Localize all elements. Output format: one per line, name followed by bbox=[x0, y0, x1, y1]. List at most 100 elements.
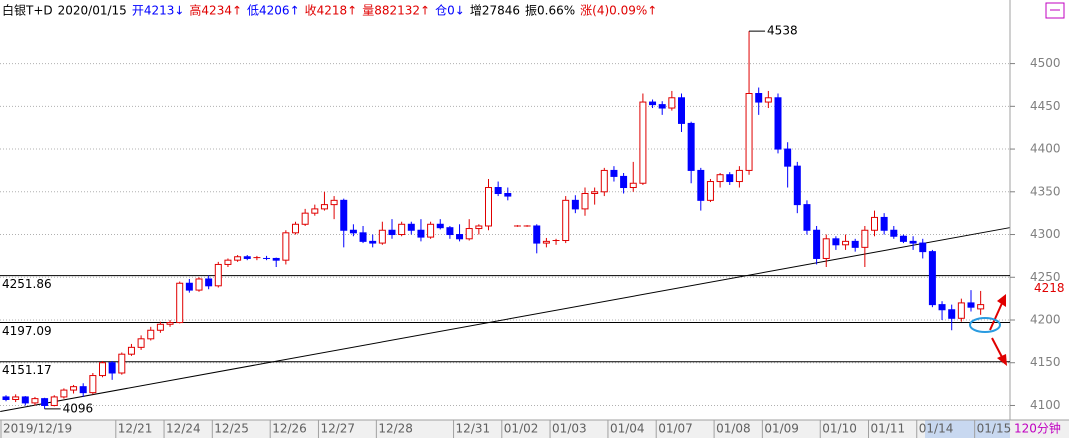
y-tick-label: 4100 bbox=[1030, 398, 1061, 412]
candle-body bbox=[822, 238, 830, 259]
candle-body bbox=[706, 181, 714, 201]
header-item: 振0.66% bbox=[525, 4, 575, 18]
candle-body bbox=[31, 398, 39, 404]
candle-body bbox=[485, 187, 492, 227]
header-item: 涨(4)0.09%↑ bbox=[580, 3, 657, 18]
candle-body bbox=[185, 282, 193, 291]
candle-body bbox=[899, 235, 907, 242]
x-tick-label: 01/03 bbox=[552, 422, 587, 436]
candle-body bbox=[658, 104, 666, 109]
candle-body bbox=[610, 169, 618, 177]
candle-body bbox=[79, 386, 87, 394]
candle-body bbox=[871, 216, 878, 231]
x-tick-label: 12/28 bbox=[378, 422, 413, 436]
candle-body bbox=[118, 353, 126, 374]
x-tick-label: 01/10 bbox=[822, 422, 857, 436]
arrow-head bbox=[997, 354, 1007, 366]
candle-body bbox=[735, 169, 743, 183]
candle-body bbox=[948, 309, 956, 319]
candle-body bbox=[774, 97, 782, 150]
y-tick-label: 4150 bbox=[1030, 355, 1061, 369]
candle-body bbox=[2, 396, 10, 400]
candle-body bbox=[851, 240, 859, 248]
candle-body bbox=[272, 257, 280, 261]
candle-body bbox=[600, 169, 608, 193]
candle-body bbox=[793, 165, 801, 206]
candle-body bbox=[542, 240, 550, 244]
candle-body bbox=[176, 282, 184, 324]
header: 白银T+D 2020/01/15 开4213↓ 高4234↑ 低4206↑ 收4218↑ 量… bbox=[2, 3, 657, 18]
candle-body bbox=[205, 278, 213, 287]
candle-body bbox=[21, 396, 29, 404]
x-tick-label: 01/15 bbox=[977, 422, 1012, 436]
candle-body bbox=[977, 304, 985, 310]
candle-body bbox=[745, 93, 753, 171]
header-item: 量882132↑ bbox=[362, 4, 430, 18]
candle-body bbox=[784, 148, 792, 167]
y-tick-label: 4250 bbox=[1030, 270, 1061, 284]
low-label: 4096 bbox=[63, 401, 94, 415]
candle-body bbox=[764, 97, 772, 103]
candle-body bbox=[678, 97, 685, 124]
candle-body bbox=[465, 228, 473, 240]
plot: 4100 4150 4200 4250 4300 4350 4400 4450 4500 4251… bbox=[0, 24, 1065, 438]
candle-body bbox=[89, 375, 97, 394]
candle-body bbox=[41, 398, 49, 406]
candle-body bbox=[195, 278, 203, 291]
x-tick-label: 01/08 bbox=[716, 422, 751, 436]
candle-body bbox=[320, 204, 328, 210]
candle-body bbox=[292, 223, 299, 234]
candle-body bbox=[494, 187, 502, 195]
x-tick-label: 01/07 bbox=[658, 422, 693, 436]
candle-body bbox=[861, 229, 869, 248]
high-label: 4538 bbox=[767, 24, 798, 38]
y-tick-label: 4400 bbox=[1030, 142, 1061, 156]
candle-body bbox=[475, 225, 483, 230]
candle-body bbox=[224, 259, 232, 265]
highlight-ellipse bbox=[969, 317, 1001, 333]
header-item: 仓0↓ bbox=[435, 4, 465, 18]
arrow-down bbox=[991, 337, 1004, 360]
header-item: 收4218↑ bbox=[305, 4, 358, 18]
candle-body bbox=[668, 97, 676, 109]
y-tick-label: 4500 bbox=[1030, 56, 1061, 70]
ref-line-label: 4197.09 bbox=[2, 324, 52, 338]
candle-body bbox=[928, 251, 936, 306]
last-price-label: 4218 bbox=[1034, 281, 1065, 295]
x-tick-label: 12/27 bbox=[320, 422, 355, 436]
selection-highlight bbox=[925, 420, 1010, 438]
trend-line bbox=[0, 227, 1010, 412]
candle-body bbox=[832, 238, 840, 246]
candle-body bbox=[427, 223, 435, 238]
x-tick-label: 01/09 bbox=[764, 422, 799, 436]
candle-body bbox=[378, 229, 386, 244]
candle-body bbox=[359, 232, 367, 242]
candle-body bbox=[446, 227, 454, 236]
header-item: 高4234↑ bbox=[189, 3, 242, 18]
candle-body bbox=[649, 101, 657, 106]
candle-body bbox=[880, 216, 888, 231]
header-item: 2020/01/15 bbox=[58, 4, 127, 18]
candle-body bbox=[407, 223, 415, 231]
x-tick-label: 12/24 bbox=[166, 422, 201, 436]
candle-body bbox=[156, 323, 164, 331]
candle-body bbox=[639, 101, 647, 184]
candle-body bbox=[436, 223, 444, 229]
header-item: 增27846 bbox=[470, 4, 520, 18]
y-tick-label: 4200 bbox=[1030, 313, 1061, 327]
x-tick-label: 12/31 bbox=[456, 422, 491, 436]
x-tick-label: 12/26 bbox=[272, 422, 307, 436]
candle-body bbox=[214, 263, 222, 287]
candle-body bbox=[890, 229, 898, 237]
x-tick-label: 01/11 bbox=[871, 422, 906, 436]
candle-body bbox=[398, 223, 406, 236]
timeframe-label[interactable]: 120分钟 bbox=[1014, 421, 1061, 436]
candle-body bbox=[629, 182, 637, 189]
candle-body bbox=[813, 229, 821, 259]
candle-body bbox=[127, 346, 135, 355]
candle-body bbox=[726, 174, 734, 183]
candle-body bbox=[803, 204, 811, 231]
candle-body bbox=[591, 191, 599, 195]
